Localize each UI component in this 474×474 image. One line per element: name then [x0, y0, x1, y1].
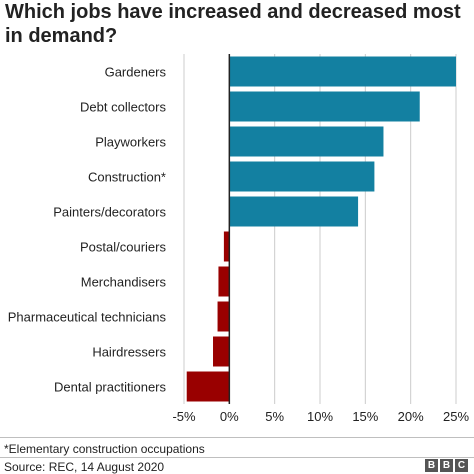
bar — [223, 231, 230, 262]
bar — [213, 336, 230, 367]
bar — [186, 371, 230, 402]
bar — [229, 196, 359, 227]
chart-title: Which jobs have increased and decreased … — [5, 1, 461, 47]
footer-divider — [0, 437, 474, 438]
x-tick-label: 25% — [443, 409, 469, 424]
category-label: Hairdressers — [92, 345, 166, 360]
x-tick-label: -5% — [172, 409, 196, 424]
category-label: Gardeners — [105, 65, 167, 80]
x-axis-ticks: -5% 0% 5% 10% 15% 20% 25% — [172, 409, 469, 424]
bar — [229, 126, 384, 157]
x-tick-label: 20% — [398, 409, 424, 424]
bar — [229, 161, 375, 192]
category-label: Dental practitioners — [54, 380, 166, 395]
bar — [218, 266, 230, 297]
x-tick-label: 15% — [352, 409, 378, 424]
logo-letter: B — [440, 459, 453, 472]
source-divider — [0, 457, 474, 458]
category-label: Debt collectors — [80, 100, 166, 115]
bars — [186, 56, 456, 402]
x-tick-label: 0% — [220, 409, 239, 424]
bar — [229, 91, 420, 122]
bar — [229, 56, 456, 87]
footnote: *Elementary construction occupations — [4, 442, 205, 456]
category-labels: Gardeners Debt collectors Playworkers Const… — [8, 65, 167, 395]
logo-letter: B — [425, 459, 438, 472]
x-tick-label: 10% — [307, 409, 333, 424]
source-text: Source: REC, 14 August 2020 — [4, 460, 165, 474]
category-label: Painters/decorators — [53, 205, 166, 220]
bbc-logo: B B C — [425, 459, 468, 472]
category-label: Pharmaceutical technicians — [8, 310, 167, 325]
bar-chart: Gardeners Debt collectors Playworkers Const… — [8, 54, 469, 424]
category-label: Construction* — [88, 170, 166, 185]
logo-letter: C — [455, 459, 468, 472]
category-label: Playworkers — [95, 135, 166, 150]
category-label: Postal/couriers — [80, 240, 166, 255]
x-tick-label: 5% — [265, 409, 284, 424]
bar — [217, 301, 230, 332]
category-label: Merchandisers — [81, 275, 167, 290]
